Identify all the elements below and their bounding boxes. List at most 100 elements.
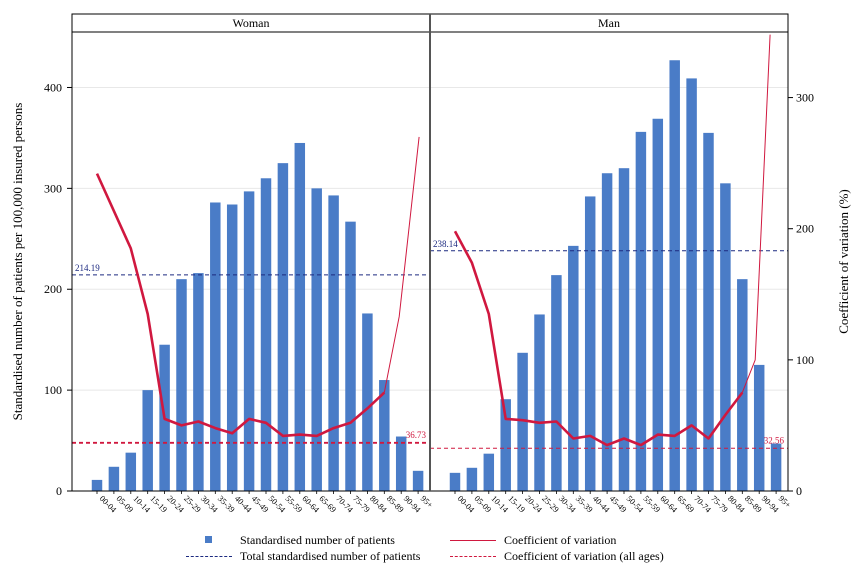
x-tick-label: 60-64 [658, 493, 680, 515]
x-tick-label: 25-29 [540, 493, 561, 514]
bar [669, 60, 680, 491]
x-tick-label: 60-64 [300, 493, 322, 515]
bar [635, 131, 647, 491]
x-tick-label: 40-44 [591, 493, 613, 515]
bar [108, 466, 120, 491]
x-tick-label: 90-94 [402, 493, 424, 515]
total-line-label: 214.19 [75, 263, 100, 273]
x-tick-label: 25-29 [182, 493, 203, 514]
bar [193, 273, 204, 491]
cv-line-extension [383, 136, 420, 393]
x-tick-label: 45-49 [608, 493, 629, 514]
bar [379, 380, 390, 491]
bar [125, 452, 137, 491]
bar [226, 204, 238, 491]
bar [737, 279, 748, 491]
y-left-tick-label: 0 [56, 484, 62, 498]
cv-line [453, 230, 744, 447]
legend-swatch-cv-all [450, 556, 496, 557]
x-tick-label: 00-04 [456, 493, 478, 515]
y-right-tick-label: 200 [796, 222, 814, 236]
bar [328, 195, 339, 491]
x-tick-label: 05-09 [114, 493, 135, 514]
cv-line [95, 173, 386, 438]
bar [652, 118, 664, 491]
legend-swatch-cv [450, 540, 496, 541]
x-tick-label: 55-59 [283, 493, 304, 514]
x-tick-label: 35-39 [574, 493, 595, 514]
bar [534, 314, 545, 491]
bar [568, 245, 579, 491]
x-tick-label: 85-89 [385, 493, 406, 514]
x-tick-label: 50-54 [267, 493, 289, 515]
x-tick-label: 10-14 [131, 493, 153, 515]
bar [551, 275, 562, 491]
x-tick-label: 55-59 [641, 493, 662, 514]
x-tick-label: 75-79 [351, 493, 372, 514]
bar [395, 436, 407, 491]
bar [412, 470, 424, 491]
bar [500, 399, 511, 491]
bar [362, 313, 373, 491]
bar [294, 142, 306, 491]
x-tick-label: 40-44 [233, 493, 255, 515]
bar [142, 390, 153, 491]
y-left-tick-label: 400 [44, 80, 62, 94]
bar [601, 173, 613, 491]
bar [618, 168, 630, 491]
bar [91, 479, 103, 491]
x-tick-label: 75-79 [709, 493, 730, 514]
x-tick-label: 30-34 [557, 493, 579, 515]
bar [243, 191, 255, 491]
bar [345, 221, 356, 491]
bar [210, 202, 221, 491]
panel-title: Woman [232, 16, 269, 30]
total-line-label: 238.14 [433, 239, 458, 249]
y-right-tick-label: 0 [796, 484, 802, 498]
legend-item-bars: Standardised number of patients [184, 532, 395, 548]
x-tick-label: 85-89 [743, 493, 764, 514]
x-tick-label: 65-69 [317, 493, 338, 514]
bar [703, 132, 714, 491]
x-tick-label: 80-84 [726, 493, 748, 515]
x-tick-label: 35-39 [216, 493, 237, 514]
bar [176, 279, 187, 491]
panel-title: Man [598, 16, 620, 30]
legend-item-cv: Coefficient of variation [448, 532, 616, 548]
bar [584, 196, 596, 491]
bar [686, 78, 697, 492]
x-tick-label: 70-74 [692, 493, 714, 515]
x-tick-label: 30-34 [199, 493, 221, 515]
bar [517, 352, 528, 491]
legend-label-cv: Coefficient of variation [504, 532, 617, 547]
cv-all-line-label: 36.73 [406, 430, 427, 440]
cv-all-line-label: 32.56 [764, 435, 785, 445]
x-tick-label: 70-74 [334, 493, 356, 515]
y-left-axis-title: Standardised number of patients per 100,… [10, 103, 25, 421]
legend: Standardised number of patients Coeffici… [0, 530, 864, 570]
bar [449, 472, 461, 491]
bar [260, 178, 272, 491]
legend-item-cv-all: Coefficient of variation (all ages) [448, 548, 664, 564]
x-tick-label: 50-54 [625, 493, 647, 515]
y-right-tick-label: 100 [796, 353, 814, 367]
bar [466, 467, 478, 491]
y-left-tick-label: 300 [44, 181, 62, 195]
legend-swatch-total [186, 556, 232, 557]
bar [483, 453, 495, 491]
x-tick-label: 65-69 [675, 493, 696, 514]
x-tick-label: 15-19 [148, 493, 169, 514]
legend-swatch-bars [205, 536, 212, 543]
x-tick-label: 15-19 [506, 493, 527, 514]
bar [311, 188, 322, 491]
y-left-tick-label: 200 [44, 282, 62, 296]
cv-line-extension [741, 34, 771, 393]
legend-label-bars: Standardised number of patients [240, 532, 395, 547]
y-left-tick-label: 100 [44, 383, 62, 397]
y-right-axis-title: Coefficient of variation (%) [836, 189, 851, 334]
x-tick-label: 45-49 [250, 493, 271, 514]
bar [753, 364, 765, 491]
x-tick-label: 10-14 [489, 493, 511, 515]
x-tick-label: 05-09 [472, 493, 493, 514]
